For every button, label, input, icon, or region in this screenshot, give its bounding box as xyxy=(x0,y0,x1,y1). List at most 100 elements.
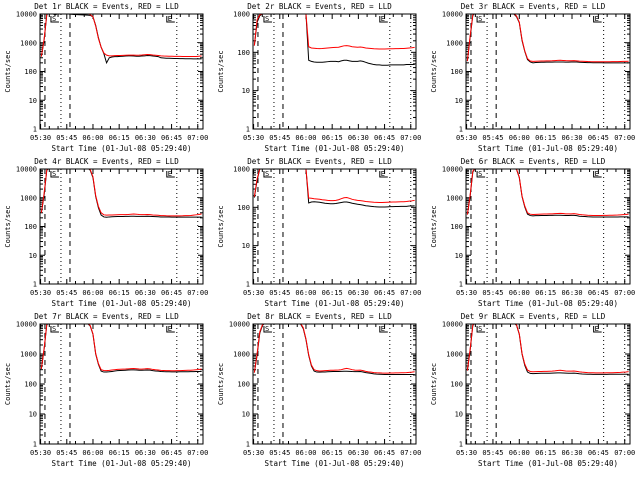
x-axis-label: Start Time (01-Jul-08 05:29:40) xyxy=(52,144,192,153)
interval-marker-label: E xyxy=(595,325,599,333)
interval-marker-label: S xyxy=(52,325,56,333)
x-tick-label: 05:45 xyxy=(482,449,503,457)
y-tick-label: 10 xyxy=(242,242,250,250)
panel-title: Det 6r BLACK = Events, RED = LLD xyxy=(461,157,606,166)
y-tick-label: 1 xyxy=(459,126,463,134)
plot-frame xyxy=(465,168,631,285)
plot-frame xyxy=(252,13,417,130)
x-tick-label: 06:00 xyxy=(509,289,530,297)
y-tick-label: 10000 xyxy=(442,321,463,329)
y-tick-label: 1000 xyxy=(446,39,463,47)
plot-panel: Det 3r BLACK = Events, RED = LLD Counts/s… xyxy=(426,0,640,155)
panel-title: Det 2r BLACK = Events, RED = LLD xyxy=(247,2,392,11)
interval-marker-label: S xyxy=(52,15,56,23)
interval-marker-start: S xyxy=(476,170,486,178)
y-axis-label: Counts/sec xyxy=(430,50,438,92)
plot-panel: Det 9r BLACK = Events, RED = LLD Counts/s… xyxy=(426,310,640,480)
y-tick-label: 1000 xyxy=(233,351,250,359)
y-tick-label: 1 xyxy=(459,281,463,289)
y-tick-label: 100 xyxy=(237,204,250,212)
panel-title: Det 1r BLACK = Events, RED = LLD xyxy=(34,2,179,11)
plot-panel: Det 7r BLACK = Events, RED = LLD Counts/s… xyxy=(0,310,213,480)
y-tick-label: 100 xyxy=(450,223,463,231)
y-tick-label: 1000 xyxy=(446,194,463,202)
x-tick-label: 06:15 xyxy=(535,134,556,142)
y-tick-label: 1 xyxy=(246,281,250,289)
interval-marker-end: E xyxy=(593,325,602,333)
plot-panel: Det 1r BLACK = Events, RED = LLD Counts/s… xyxy=(0,0,213,155)
interval-marker-label: S xyxy=(478,170,482,178)
x-tick-label: 05:30 xyxy=(30,134,51,142)
interval-marker-label: S xyxy=(478,15,482,23)
x-tick-label: 06:15 xyxy=(535,449,556,457)
interval-marker-start: S xyxy=(50,325,59,333)
series-line-events xyxy=(253,14,415,66)
x-tick-label: 07:00 xyxy=(400,449,421,457)
x-tick-label: 07:00 xyxy=(187,289,208,297)
series-line-lld xyxy=(253,324,415,374)
x-tick-label: 05:30 xyxy=(30,289,51,297)
y-tick-label: 10000 xyxy=(16,11,37,19)
interval-marker-label: E xyxy=(595,15,599,23)
x-tick-label: 05:30 xyxy=(456,449,477,457)
y-tick-label: 1000 xyxy=(20,351,37,359)
y-tick-label: 1 xyxy=(33,441,37,449)
y-tick-label: 10 xyxy=(29,252,37,260)
y-axis-label: Counts/sec xyxy=(430,205,438,247)
interval-marker-start: S xyxy=(476,325,486,333)
x-tick-label: 05:30 xyxy=(243,449,264,457)
y-tick-label: 10 xyxy=(242,411,250,419)
plot-frame xyxy=(39,13,204,130)
x-tick-label: 06:30 xyxy=(348,289,369,297)
y-tick-label: 1 xyxy=(246,441,250,449)
series-line-events xyxy=(40,324,202,373)
x-tick-label: 06:00 xyxy=(295,449,316,457)
series-line-events xyxy=(253,169,415,208)
x-tick-label: 06:00 xyxy=(295,289,316,297)
interval-marker-label: S xyxy=(265,170,269,178)
x-tick-label: 05:30 xyxy=(243,134,264,142)
y-tick-label: 10000 xyxy=(442,166,463,174)
x-tick-label: 06:45 xyxy=(161,449,182,457)
y-tick-label: 1000 xyxy=(20,39,37,47)
y-axis-label: Counts/sec xyxy=(4,50,12,92)
plot-frame xyxy=(465,13,631,130)
y-tick-label: 100 xyxy=(24,223,37,231)
interval-marker-end: E xyxy=(166,325,175,333)
plot-frame xyxy=(39,168,204,285)
interval-marker-label: S xyxy=(52,170,56,178)
x-tick-label: 06:15 xyxy=(109,134,130,142)
x-tick-label: 06:30 xyxy=(561,449,582,457)
interval-marker-label: E xyxy=(381,170,385,178)
x-tick-label: 06:15 xyxy=(322,289,343,297)
interval-marker-end: E xyxy=(593,15,602,23)
x-tick-label: 05:30 xyxy=(243,289,264,297)
plot-frame xyxy=(465,323,631,445)
y-tick-label: 10 xyxy=(455,252,463,260)
x-tick-label: 06:15 xyxy=(109,289,130,297)
y-tick-label: 1 xyxy=(33,126,37,134)
y-tick-label: 100 xyxy=(237,49,250,57)
series-line-events xyxy=(40,169,202,218)
x-tick-label: 06:30 xyxy=(348,449,369,457)
x-tick-label: 06:00 xyxy=(82,449,103,457)
panel-title: Det 5r BLACK = Events, RED = LLD xyxy=(247,157,392,166)
panel-title: Det 8r BLACK = Events, RED = LLD xyxy=(247,312,392,321)
x-tick-label: 07:00 xyxy=(400,134,421,142)
y-axis-label: Counts/sec xyxy=(217,363,225,405)
series-line-lld xyxy=(40,169,202,217)
interval-marker-end: E xyxy=(379,325,388,333)
y-tick-label: 10 xyxy=(29,97,37,105)
x-tick-label: 06:15 xyxy=(109,449,130,457)
panel-title: Det 7r BLACK = Events, RED = LLD xyxy=(34,312,179,321)
series-line-lld xyxy=(466,14,629,63)
y-tick-label: 1 xyxy=(459,441,463,449)
y-tick-label: 1 xyxy=(33,281,37,289)
x-tick-label: 06:30 xyxy=(561,134,582,142)
y-tick-label: 1000 xyxy=(233,11,250,19)
series-line-lld xyxy=(40,14,202,58)
y-axis-label: Counts/sec xyxy=(217,50,225,92)
x-tick-label: 06:30 xyxy=(561,289,582,297)
interval-marker-label: E xyxy=(381,325,385,333)
